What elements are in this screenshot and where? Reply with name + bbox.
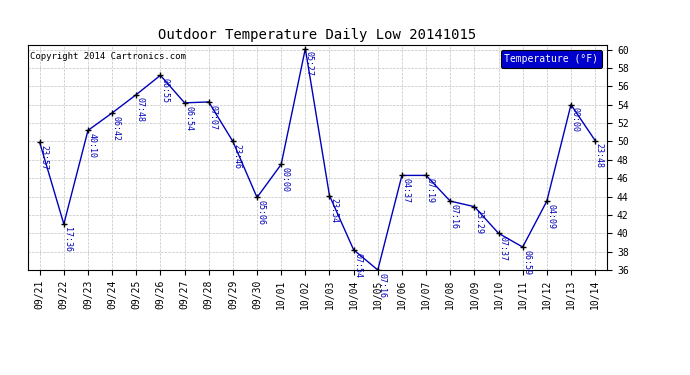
Text: 23:46: 23:46 (233, 144, 241, 169)
Title: Outdoor Temperature Daily Low 20141015: Outdoor Temperature Daily Low 20141015 (158, 28, 477, 42)
Text: 23:54: 23:54 (329, 198, 338, 223)
Text: 40:10: 40:10 (88, 133, 97, 158)
Text: 07:07: 07:07 (208, 105, 217, 130)
Text: 17:36: 17:36 (63, 227, 72, 252)
Text: 05:27: 05:27 (305, 51, 314, 76)
Text: 07:54: 07:54 (353, 253, 362, 278)
Text: 06:54: 06:54 (184, 106, 193, 130)
Text: 00:00: 00:00 (571, 108, 580, 132)
Text: 07:19: 07:19 (426, 178, 435, 203)
Text: 07:37: 07:37 (498, 236, 507, 261)
Text: 06:42: 06:42 (112, 116, 121, 141)
Text: 07:16: 07:16 (377, 273, 386, 298)
Legend: Temperature (°F): Temperature (°F) (500, 50, 602, 68)
Text: 07:16: 07:16 (450, 204, 459, 229)
Text: 07:48: 07:48 (136, 98, 145, 122)
Text: 06:55: 06:55 (160, 78, 169, 103)
Text: 04:09: 04:09 (546, 204, 555, 229)
Text: 05:06: 05:06 (257, 200, 266, 225)
Text: 00:00: 00:00 (281, 167, 290, 192)
Text: 23:29: 23:29 (474, 209, 483, 234)
Text: 04:37: 04:37 (402, 178, 411, 203)
Text: Copyright 2014 Cartronics.com: Copyright 2014 Cartronics.com (30, 52, 186, 61)
Text: 23:48: 23:48 (595, 143, 604, 168)
Text: 23:57: 23:57 (39, 145, 48, 170)
Text: 06:59: 06:59 (522, 250, 531, 275)
